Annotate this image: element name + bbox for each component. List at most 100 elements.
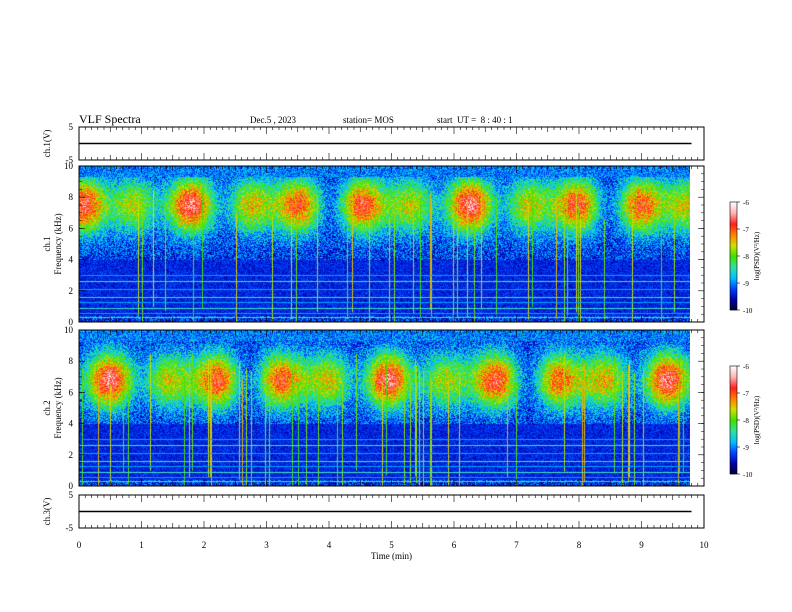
colorbar-cell bbox=[730, 420, 737, 422]
y-tick-label: 0 bbox=[69, 317, 74, 327]
colorbar-cell bbox=[730, 207, 737, 209]
colorbar-cell bbox=[730, 222, 737, 224]
colorbar-cell bbox=[730, 465, 737, 467]
colorbar-cell bbox=[730, 231, 737, 233]
colorbar-cell bbox=[730, 455, 737, 457]
y-tick-label: -5 bbox=[66, 155, 74, 165]
colorbar-cell bbox=[730, 282, 737, 284]
colorbar-cell bbox=[730, 382, 737, 384]
colorbar-cell bbox=[730, 206, 737, 208]
colorbar-cell bbox=[730, 388, 737, 390]
colorbar-cell bbox=[730, 416, 737, 418]
chart-title: VLF Spectra bbox=[79, 112, 141, 126]
colorbar-cell bbox=[730, 225, 737, 227]
y-tick-label: 0 bbox=[69, 481, 74, 491]
colorbar-cell bbox=[730, 285, 737, 287]
colorbar-cell bbox=[730, 400, 737, 402]
colorbar-cell bbox=[730, 369, 737, 371]
colorbar-cell bbox=[730, 230, 737, 232]
colorbar-cell bbox=[730, 374, 737, 376]
colorbar-cell bbox=[730, 271, 737, 273]
x-tick-label: 5 bbox=[389, 540, 394, 550]
colorbar-cell bbox=[730, 398, 737, 400]
y-axis-label: Frequency (kHz) bbox=[53, 213, 63, 274]
colorbar-cell bbox=[730, 267, 737, 269]
x-tick-label: 3 bbox=[264, 540, 269, 550]
colorbar-cell bbox=[730, 300, 737, 302]
colorbar-cell bbox=[730, 229, 737, 231]
colorbar-cell bbox=[730, 203, 737, 205]
colorbar-cell bbox=[730, 391, 737, 393]
colorbar-cell bbox=[730, 259, 737, 261]
colorbar-cell bbox=[730, 471, 737, 473]
colorbar-cell bbox=[730, 309, 737, 311]
colorbar-cell bbox=[730, 373, 737, 375]
y-tick-label: 8 bbox=[69, 356, 74, 366]
colorbar-cell bbox=[730, 306, 737, 308]
colorbar-cell bbox=[730, 379, 737, 381]
colorbar-cell bbox=[730, 429, 737, 431]
colorbar-cell bbox=[730, 396, 737, 398]
colorbar-cell bbox=[730, 413, 737, 415]
colorbar-cell bbox=[730, 377, 737, 379]
colorbar-cell bbox=[730, 250, 737, 252]
y-tick-label: 4 bbox=[69, 419, 74, 429]
colorbar-cell bbox=[730, 408, 737, 410]
colorbar-cell bbox=[730, 439, 737, 441]
colorbar-cell bbox=[730, 247, 737, 249]
colorbar-cell bbox=[730, 366, 737, 368]
colorbar-cell bbox=[730, 303, 737, 305]
colorbar-cell bbox=[730, 403, 737, 405]
y-tick-label: 10 bbox=[64, 161, 74, 171]
colorbar-cell bbox=[730, 470, 737, 472]
colorbar-cell bbox=[730, 209, 737, 211]
colorbar-cell bbox=[730, 272, 737, 274]
colorbar-label: log(PSD)(V²/Hz) bbox=[753, 231, 761, 280]
colorbar-cell bbox=[730, 459, 737, 461]
colorbar-cell bbox=[730, 458, 737, 460]
y-axis-label: Frequency (kHz) bbox=[53, 377, 63, 438]
colorbar-cell bbox=[730, 205, 737, 207]
colorbar-cell bbox=[730, 233, 737, 235]
colorbar-cell bbox=[730, 264, 737, 266]
colorbar-cell bbox=[730, 404, 737, 406]
colorbar-tick-label: -10 bbox=[743, 307, 753, 315]
colorbar-cell bbox=[730, 419, 737, 421]
colorbar-cell bbox=[730, 451, 737, 453]
colorbar-tick-label: -7 bbox=[743, 226, 749, 234]
colorbar-cell bbox=[730, 425, 737, 427]
colorbar-cell bbox=[730, 238, 737, 240]
colorbar-cell bbox=[730, 223, 737, 225]
y-tick-label: -5 bbox=[66, 523, 74, 533]
colorbar-cell bbox=[730, 392, 737, 394]
colorbar-cell bbox=[730, 440, 737, 442]
colorbar-cell bbox=[730, 456, 737, 458]
colorbar-cell bbox=[730, 287, 737, 289]
colorbar-cell bbox=[730, 299, 737, 301]
colorbar-cell bbox=[730, 380, 737, 382]
colorbar-cell bbox=[730, 220, 737, 222]
colorbar-cell bbox=[730, 433, 737, 435]
colorbar-cell bbox=[730, 276, 737, 278]
colorbar-cell bbox=[730, 237, 737, 239]
colorbar-cell bbox=[730, 255, 737, 257]
colorbar-cell bbox=[730, 389, 737, 391]
colorbar-cell bbox=[730, 384, 737, 386]
colorbar-cell bbox=[730, 215, 737, 217]
colorbar-cell bbox=[730, 401, 737, 403]
colorbar-cell bbox=[730, 275, 737, 277]
colorbar-cell bbox=[730, 448, 737, 450]
colorbar-cell bbox=[730, 227, 737, 229]
colorbar-cell bbox=[730, 430, 737, 432]
colorbar-cell bbox=[730, 387, 737, 389]
y-tick-label: 2 bbox=[69, 450, 74, 460]
colorbar-cell bbox=[730, 438, 737, 440]
colorbar-tick-label: -7 bbox=[743, 390, 749, 398]
colorbar-cell bbox=[730, 447, 737, 449]
colorbar-cell bbox=[730, 371, 737, 373]
x-tick-label: 8 bbox=[577, 540, 582, 550]
colorbar-cell bbox=[730, 284, 737, 286]
colorbar-cell bbox=[730, 260, 737, 262]
colorbar-cell bbox=[730, 462, 737, 464]
y-axis-label: ch.1(V) bbox=[42, 130, 52, 158]
